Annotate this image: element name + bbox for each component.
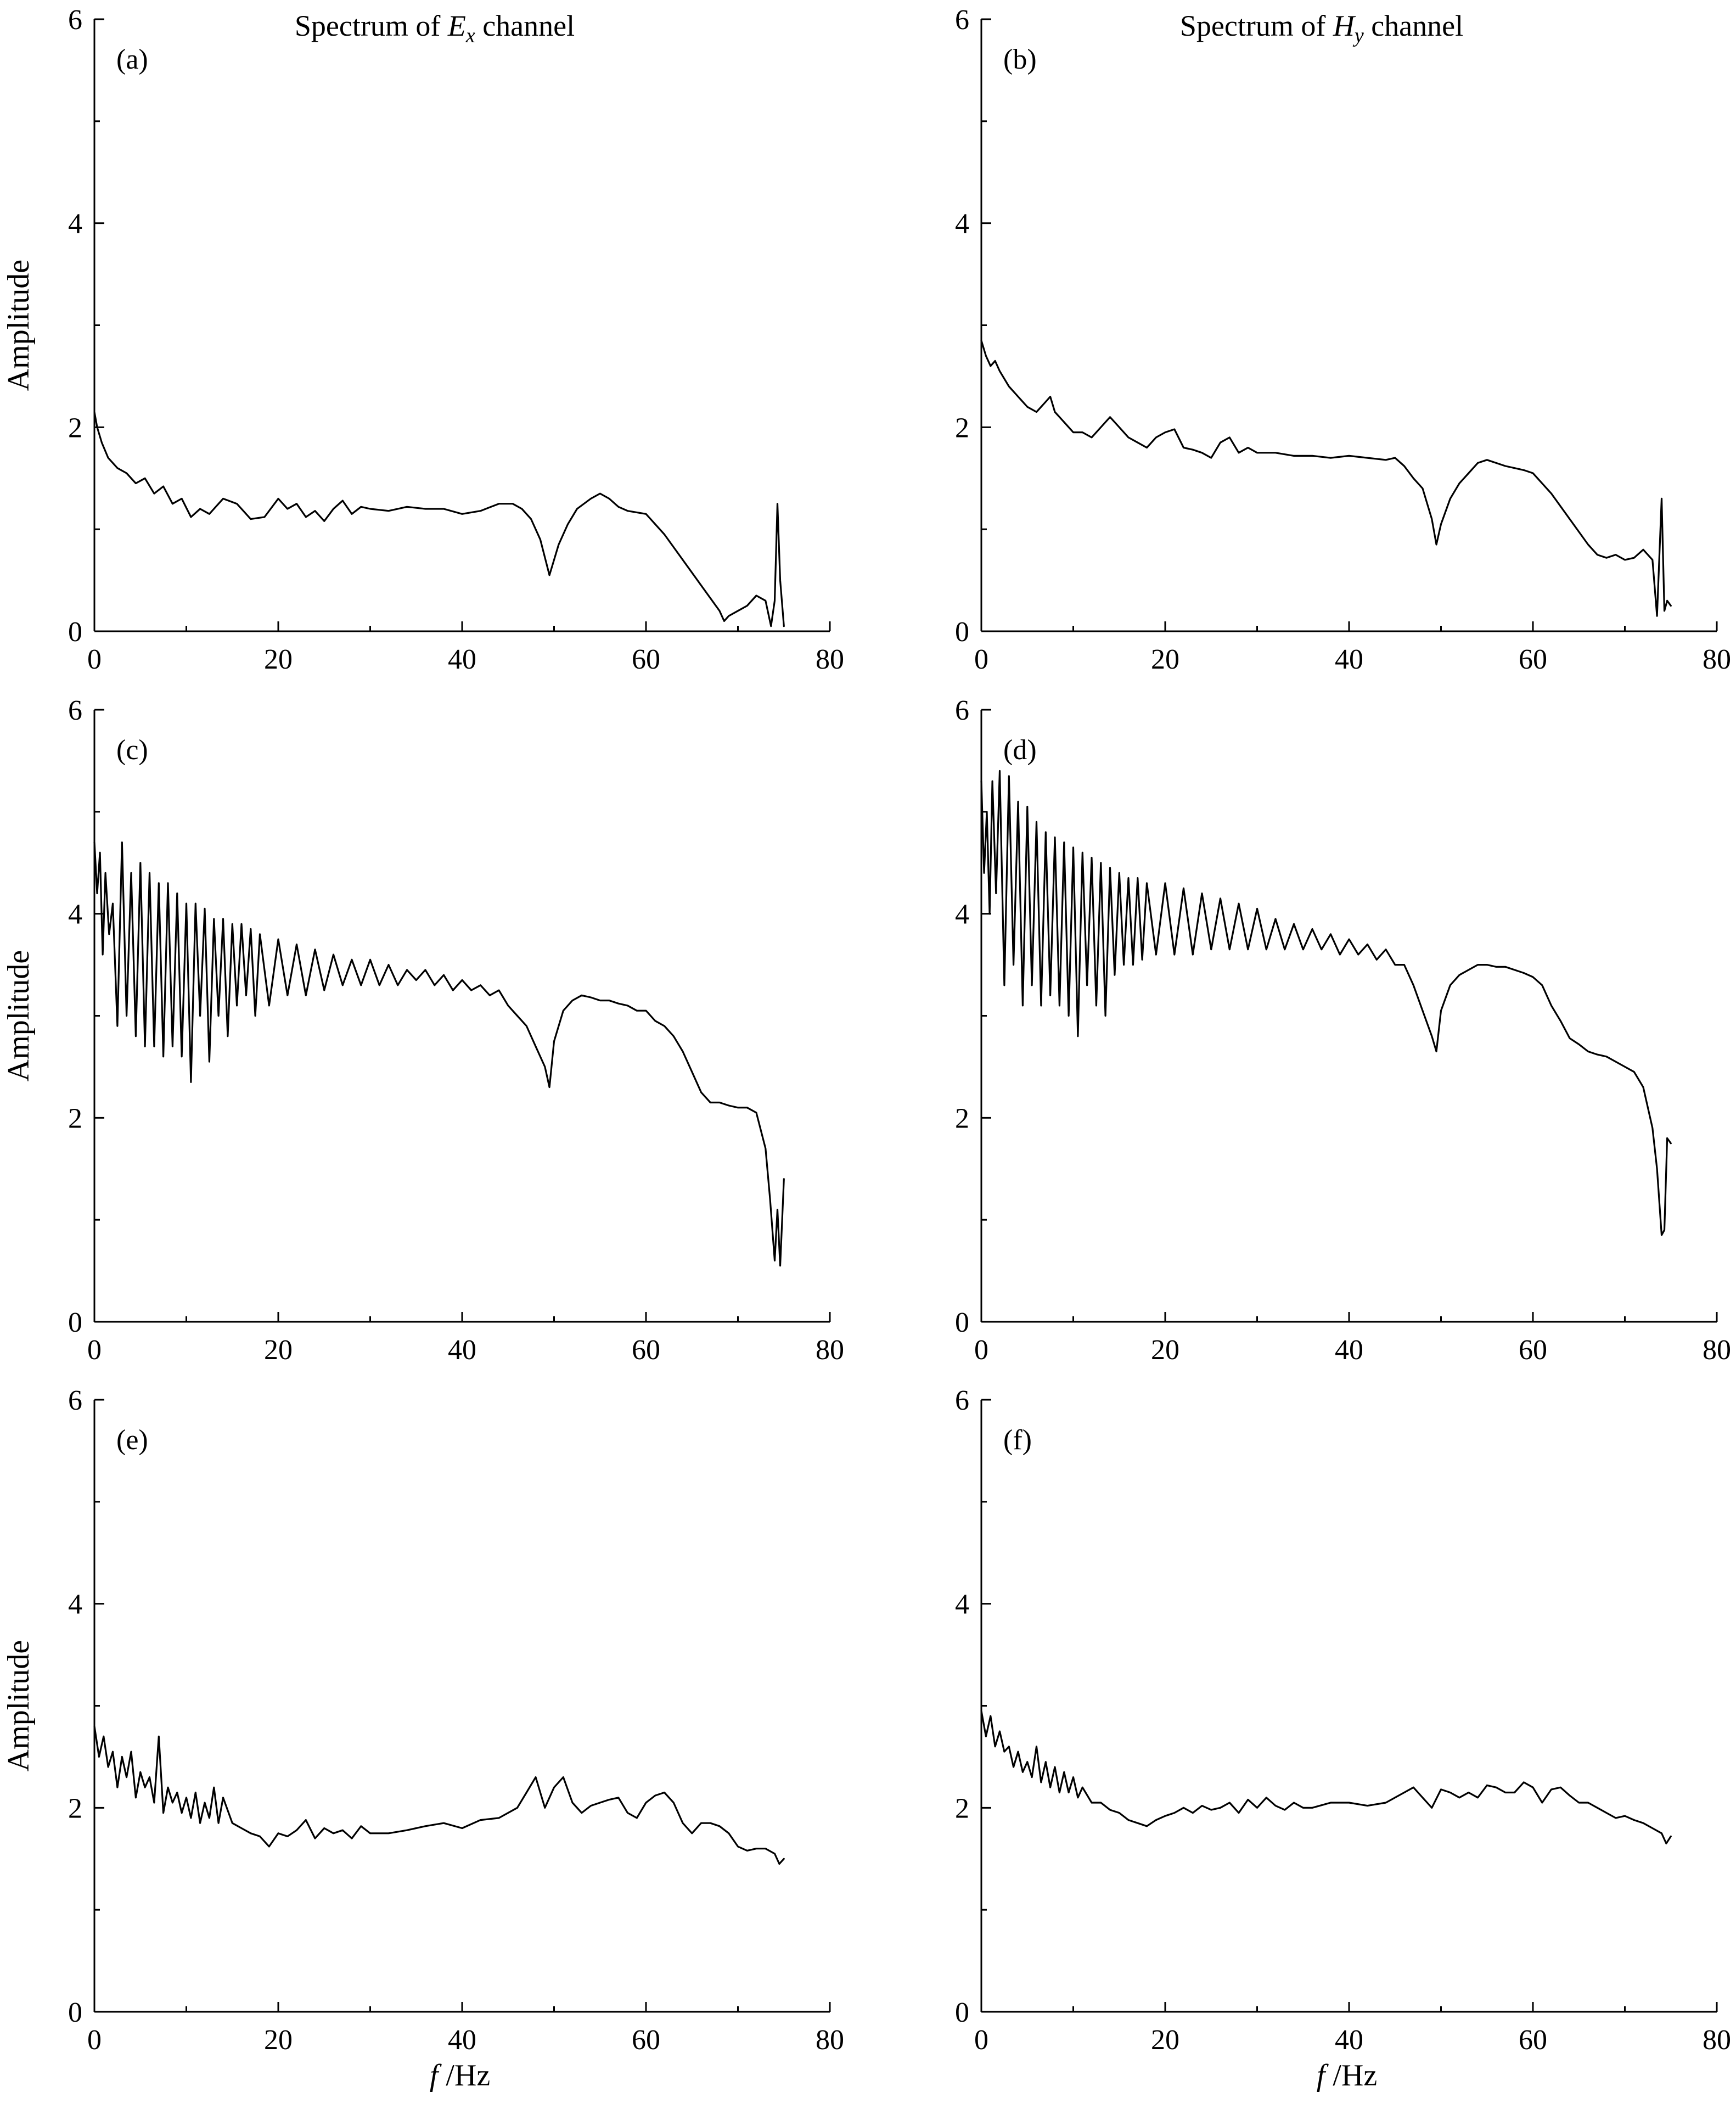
y-tick-label: 6 [955, 4, 969, 36]
x-tick-label: 80 [816, 644, 844, 675]
y-tick-label: 2 [68, 1103, 82, 1134]
x-tick-label: 60 [632, 644, 660, 675]
y-axis-title: Amplitude [2, 950, 36, 1082]
y-axis-title: Amplitude [2, 1640, 36, 1772]
y-tick-label: 4 [955, 209, 969, 240]
x-tick-label: 0 [974, 2024, 988, 2056]
x-tick-label: 60 [632, 2024, 660, 2056]
x-tick-label: 40 [1335, 644, 1363, 675]
chart-panel-e: 0 20 40 60 80 0 2 4 6 (e) Amplitude f /Hz [2, 1385, 844, 2092]
y-tick-label: 6 [68, 1385, 82, 1416]
x-tick-label: 40 [448, 1334, 476, 1366]
x-axis-title: f /Hz [430, 2058, 490, 2092]
x-tick-label: 80 [1703, 644, 1731, 675]
panel-label: (d) [1003, 734, 1037, 766]
chart-panel-f: 0 20 40 60 80 0 2 4 6 (f) f /Hz [955, 1385, 1731, 2092]
panel-label: (b) [1003, 44, 1037, 75]
y-tick-label: 0 [68, 1997, 82, 2028]
y-tick-label: 6 [955, 695, 969, 726]
y-axis-title: Amplitude [2, 260, 36, 391]
y-tick-label: 6 [955, 1385, 969, 1416]
x-tick-label: 80 [816, 2024, 844, 2056]
x-tick-label: 40 [1335, 2024, 1363, 2056]
x-tick-label: 0 [87, 2024, 102, 2056]
x-tick-label: 60 [632, 1334, 660, 1366]
y-tick-label: 4 [955, 899, 969, 930]
x-axis-title-unit: /Hz [438, 2058, 490, 2092]
x-tick-label: 0 [974, 1334, 988, 1366]
series-line [93, 411, 785, 627]
x-tick-label: 80 [1703, 1334, 1731, 1366]
chart-title-suffix: channel [1364, 9, 1463, 42]
y-tick-label: 2 [68, 412, 82, 444]
chart-panel-a: 0 20 40 60 80 0 2 4 6 (a) Spectrum of Ex channel Am… [2, 4, 844, 675]
series-line [980, 770, 1672, 1236]
chart-panel-d: 0 20 40 60 80 0 2 4 6 (d) [955, 695, 1731, 1366]
x-tick-label: 40 [448, 644, 476, 675]
panel-label: (f) [1003, 1424, 1032, 1456]
y-tick-label: 2 [68, 1793, 82, 1824]
chart-title-variable: H [1333, 9, 1356, 42]
panel-label: (a) [116, 44, 148, 75]
x-tick-label: 0 [974, 644, 988, 675]
x-tick-label: 20 [264, 1334, 293, 1366]
x-tick-label: 0 [87, 644, 102, 675]
chart-title-suffix: channel [475, 9, 575, 42]
x-tick-label: 0 [87, 1334, 102, 1366]
x-tick-label: 20 [1151, 2024, 1179, 2056]
x-tick-label: 60 [1519, 644, 1547, 675]
y-tick-label: 2 [955, 1793, 969, 1824]
chart-title-prefix: Spectrum of [1180, 9, 1333, 42]
x-tick-label: 20 [264, 644, 293, 675]
x-tick-label: 20 [1151, 1334, 1179, 1366]
y-tick-label: 6 [68, 4, 82, 36]
series-line [980, 339, 1672, 617]
y-tick-label: 4 [68, 1589, 82, 1620]
chart-title-subscript: x [465, 24, 475, 47]
x-tick-label: 80 [816, 1334, 844, 1366]
series-line [93, 1725, 785, 1865]
y-tick-label: 0 [68, 1307, 82, 1338]
series-line [980, 1710, 1672, 1844]
chart-title: Spectrum of Hy channel [1180, 9, 1463, 47]
x-axis-title: f /Hz [1317, 2058, 1377, 2092]
x-tick-label: 60 [1519, 1334, 1547, 1366]
y-tick-label: 6 [68, 695, 82, 726]
x-tick-label: 60 [1519, 2024, 1547, 2056]
y-tick-label: 4 [68, 899, 82, 930]
chart-panel-c: 0 20 40 60 80 0 2 4 6 (c) Amplitude [2, 695, 844, 1366]
y-tick-label: 4 [68, 209, 82, 240]
chart-title-subscript: y [1352, 24, 1364, 47]
chart-title: Spectrum of Ex channel [295, 9, 575, 47]
chart-title-prefix: Spectrum of [295, 9, 448, 42]
panel-label: (c) [116, 734, 148, 766]
y-tick-label: 0 [955, 1997, 969, 2028]
chart-title-variable: E [447, 9, 466, 42]
y-tick-label: 4 [955, 1589, 969, 1620]
y-tick-label: 0 [68, 616, 82, 648]
x-tick-label: 80 [1703, 2024, 1731, 2056]
y-tick-label: 0 [955, 616, 969, 648]
chart-panel-b: 0 20 40 60 80 0 2 4 6 (b) Spectrum of Hy channel [955, 4, 1731, 675]
y-tick-label: 0 [955, 1307, 969, 1338]
x-tick-label: 20 [1151, 644, 1179, 675]
x-axis-title-unit: /Hz [1325, 2058, 1377, 2092]
y-tick-label: 2 [955, 1103, 969, 1134]
x-tick-label: 20 [264, 2024, 293, 2056]
y-tick-label: 2 [955, 412, 969, 444]
series-line [93, 841, 785, 1267]
x-tick-label: 40 [448, 2024, 476, 2056]
x-tick-label: 40 [1335, 1334, 1363, 1366]
panel-label: (e) [116, 1424, 148, 1456]
